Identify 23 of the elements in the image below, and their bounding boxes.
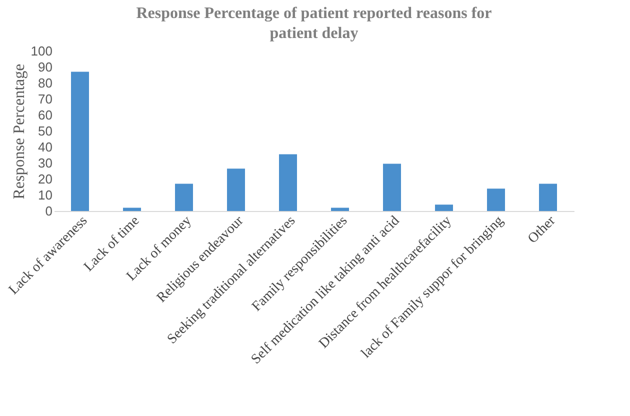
bar bbox=[539, 184, 557, 211]
bar bbox=[279, 154, 297, 211]
chart-title: Response Percentage of patient reported reasons for patient delay bbox=[136, 5, 492, 42]
y-tick-label: 10 bbox=[38, 188, 52, 202]
y-tick-label: 60 bbox=[38, 108, 52, 122]
y-tick-label: 80 bbox=[38, 76, 52, 90]
y-tick-label: 30 bbox=[38, 156, 52, 170]
bar bbox=[123, 208, 141, 211]
y-tick-label: 90 bbox=[38, 60, 52, 74]
bar bbox=[487, 188, 505, 211]
bar bbox=[331, 208, 349, 211]
bar bbox=[435, 204, 453, 211]
y-tick-label: 0 bbox=[45, 204, 52, 218]
y-tick-label: 50 bbox=[38, 124, 52, 138]
y-tick-label: 40 bbox=[38, 140, 52, 154]
y-tick-label: 70 bbox=[38, 92, 52, 106]
bar bbox=[227, 168, 245, 211]
y-tick-label: 100 bbox=[30, 44, 52, 58]
bar bbox=[71, 72, 89, 211]
y-axis-title: Response Percentage bbox=[10, 64, 28, 200]
bar bbox=[383, 164, 401, 211]
bar bbox=[175, 184, 193, 211]
y-tick-label: 20 bbox=[38, 172, 52, 186]
